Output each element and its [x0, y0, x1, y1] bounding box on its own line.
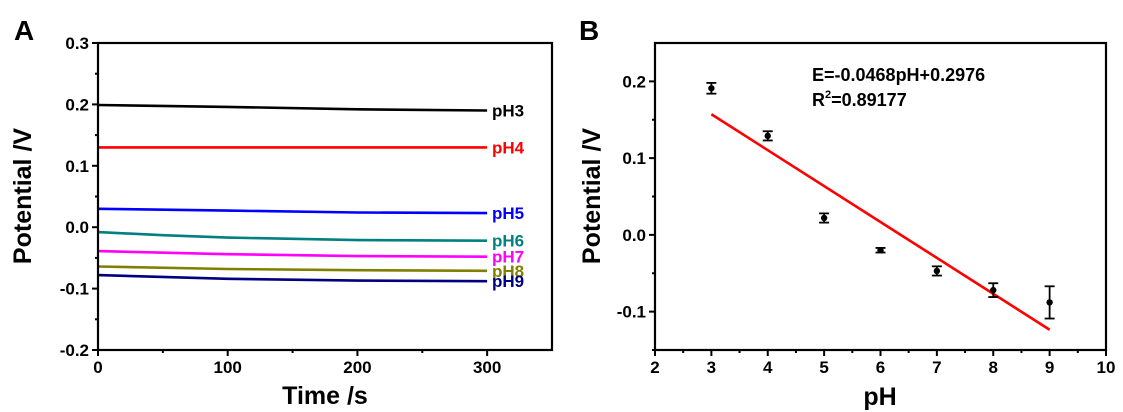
panel-b-fit-line: [710, 113, 1051, 331]
y-tick-label: 0.2: [65, 95, 89, 114]
r2-superscript: 2: [825, 89, 831, 101]
x-tick-label: 200: [343, 358, 371, 377]
panel-b-x-axis-label: pH: [863, 383, 896, 411]
series-label-ph8: pH8: [492, 262, 524, 281]
series-label-ph5: pH5: [492, 204, 524, 223]
series-label-ph4: pH4: [492, 138, 525, 157]
y-tick-label: -0.1: [60, 280, 89, 299]
panel-b-y-axis-label: Potential /V: [578, 128, 606, 264]
panel-a-x-axis-label: Time /s: [282, 382, 368, 410]
panel-a-y-axis-label: Potential /V: [9, 128, 37, 264]
x-tick-label: 100: [214, 358, 242, 377]
panel-a-label: A: [14, 15, 34, 46]
y-tick-label: -0.1: [617, 303, 646, 322]
x-tick-label: 0: [93, 358, 102, 377]
y-tick-label: -0.2: [60, 341, 89, 360]
r2-prefix: R: [812, 90, 825, 110]
y-tick-label: 0.0: [65, 218, 89, 237]
x-tick-label: 2: [650, 358, 659, 377]
data-point-ph8: [990, 286, 997, 294]
data-point-ph9: [1046, 299, 1053, 306]
y-tick-label: 0.1: [622, 149, 646, 168]
panel-b-data-points: [706, 82, 1055, 320]
fit-equation: E=-0.0468pH+0.2976: [812, 65, 985, 85]
panel-a-y-ticks: -0.2 -0.1 0.0 0.1 0.2 0.3: [60, 34, 98, 360]
data-point-ph4: [764, 132, 771, 140]
panel-a-x-ticks: 0 100 200 300: [93, 350, 501, 377]
x-tick-label: 8: [989, 358, 998, 377]
panel-b: B 2 3 4 5 6 7 8 9 10 -0.1 0.0 0.1 0.2 E=-0.0468pH+0…: [578, 15, 1115, 411]
x-tick-label: 4: [763, 358, 773, 377]
series-line-ph3: [97, 103, 488, 112]
data-point-ph6: [877, 247, 884, 254]
data-point-ph5: [820, 214, 828, 222]
series-label-ph6: pH6: [492, 232, 524, 251]
x-tick-label: 3: [707, 358, 716, 377]
data-point-ph3: [708, 85, 715, 92]
x-tick-label: 5: [819, 358, 828, 377]
x-tick-label: 9: [1045, 358, 1054, 377]
panel-a-plot-frame: [96, 41, 554, 352]
y-tick-label: 0.1: [65, 157, 89, 176]
r2-value: =0.89177: [831, 90, 907, 110]
x-tick-label: 10: [1097, 358, 1116, 377]
series-line-ph5: [97, 207, 488, 215]
panel-b-y-ticks: -0.1 0.0 0.1 0.2: [617, 72, 655, 351]
series-line-ph6: [97, 230, 488, 242]
y-tick-label: 0.0: [622, 226, 646, 245]
series-line-ph9: [97, 273, 488, 283]
linear-fit-line: [710, 113, 1051, 331]
series-label-ph9: pH9: [492, 272, 524, 291]
panel-b-x-ticks: 2 3 4 5 6 7 8 9 10: [650, 350, 1115, 377]
series-line-ph7: [97, 249, 488, 258]
x-tick-label: 7: [932, 358, 941, 377]
fit-r-squared: R2=0.89177: [812, 89, 907, 110]
panel-a-series: [97, 103, 488, 283]
data-point-ph7: [933, 267, 941, 275]
y-tick-label: 0.3: [65, 34, 89, 53]
y-tick-label: 0.2: [622, 72, 646, 91]
series-label-ph7: pH7: [492, 248, 524, 267]
x-tick-label: 6: [876, 358, 885, 377]
panel-b-label: B: [579, 15, 599, 46]
series-line-ph8: [97, 265, 488, 273]
x-tick-label: 300: [473, 358, 501, 377]
series-label-ph3: pH3: [492, 102, 524, 121]
